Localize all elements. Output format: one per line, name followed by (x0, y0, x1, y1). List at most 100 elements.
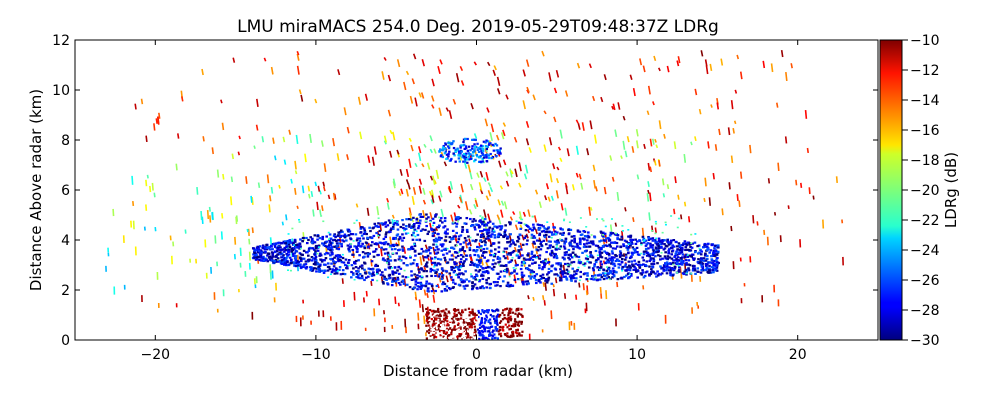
cloud-cell (637, 260, 641, 263)
cloud-cell (623, 239, 627, 242)
cloud-cell (708, 267, 711, 270)
cloud-cell (630, 242, 634, 245)
cloud-cell (613, 256, 616, 259)
cloud-cell (692, 267, 695, 270)
echo-mark (505, 94, 509, 100)
cloud-cell (503, 269, 506, 272)
cloud-cell (654, 255, 657, 258)
clutter-cell (426, 311, 429, 314)
echo-mark (611, 176, 615, 182)
cloud-cell (422, 284, 426, 287)
cloud-cell (563, 253, 567, 257)
cloud-cell (455, 222, 459, 225)
cloud-cell (388, 277, 391, 280)
clutter-cell (509, 335, 512, 339)
cloud-cell (432, 221, 436, 225)
cloud-cell (605, 269, 609, 272)
cloud-cell (680, 263, 684, 266)
cloud-cell (417, 252, 421, 255)
cloud-cell (605, 277, 609, 280)
cloud-cell (432, 239, 436, 242)
cloud-cell (667, 243, 671, 246)
echo-mark (268, 204, 271, 213)
clutter-gap (451, 314, 454, 317)
high-cloud-cell (464, 137, 467, 140)
clutter-cell (493, 310, 496, 313)
cloud-cell (465, 228, 469, 232)
echo-mark (435, 169, 440, 179)
clutter-gap (469, 332, 472, 335)
cloud-cell (517, 221, 521, 224)
cloud-cell (446, 261, 450, 264)
cloud-cell (639, 272, 643, 275)
cloud-cell (649, 242, 652, 245)
cloud-cell (558, 279, 562, 282)
cloud-cell (542, 229, 546, 233)
cloud-cell (506, 253, 510, 256)
cloud-cell (527, 275, 531, 278)
cloud-cell (374, 263, 378, 266)
clutter-gap (430, 326, 433, 329)
clutter-cell (465, 326, 468, 330)
cloud-cell (450, 238, 453, 241)
cloud-cell (366, 255, 370, 258)
clutter-cell (481, 310, 484, 313)
cloud-cell (413, 222, 416, 226)
cloud-cell (641, 269, 644, 272)
cloud-cell (465, 239, 468, 242)
cloud-cell (705, 264, 708, 268)
cloud-cell (328, 240, 332, 243)
cloud-cell (512, 241, 515, 244)
cloud-cell (634, 248, 637, 252)
clutter-cell (521, 330, 524, 333)
high-cloud-cell (456, 147, 459, 150)
echo-mark (780, 50, 784, 58)
cloud-cell (355, 239, 359, 242)
cloud-cell (615, 241, 619, 245)
cloud-cell (487, 277, 490, 280)
echo-mark (149, 185, 152, 193)
cloud-cell (567, 265, 570, 268)
cloud-cell (366, 253, 370, 256)
echo-mark (552, 163, 556, 170)
cloud-cell (415, 263, 419, 266)
echo-mark (806, 147, 809, 154)
cloud-cell (387, 259, 391, 262)
cloud-cell (523, 236, 527, 240)
cloud-cell (485, 247, 489, 250)
high-cloud-cell (462, 152, 466, 156)
cloud-cell (708, 261, 712, 264)
clutter-cell (430, 310, 434, 313)
cloud-cell (593, 263, 597, 266)
cloud-cell (679, 251, 682, 254)
clutter-gap (441, 322, 444, 325)
echo-mark (343, 107, 347, 116)
cloud-cell (425, 280, 429, 283)
cloud-cell (393, 243, 397, 246)
cloud-cell (547, 235, 551, 238)
cloud-cell (369, 236, 372, 239)
cloud-cell (277, 245, 280, 248)
echo-mark (429, 175, 434, 181)
cloud-cell (323, 259, 326, 262)
cloud-cell (644, 264, 647, 267)
high-cloud-cell (453, 154, 456, 157)
clutter-cell (456, 323, 460, 326)
cloud-cell (314, 244, 318, 248)
cloud-cell (561, 256, 565, 259)
cloud-cell (314, 257, 317, 260)
cloud-cell (631, 246, 635, 249)
cloud-cell (660, 272, 664, 275)
cloud-cell (396, 228, 400, 231)
cloud-cell (709, 249, 713, 252)
cloud-cell (373, 222, 377, 225)
cloud-cell (371, 278, 374, 282)
cloud-cell (420, 268, 424, 271)
cloud-cell (512, 249, 516, 253)
cloud-cell (566, 272, 570, 275)
cloud-cell (319, 252, 322, 255)
cloud-cell (437, 248, 440, 251)
cloud-cell (624, 256, 628, 259)
cloud-cell (372, 274, 376, 277)
cloud-cell (438, 238, 442, 241)
